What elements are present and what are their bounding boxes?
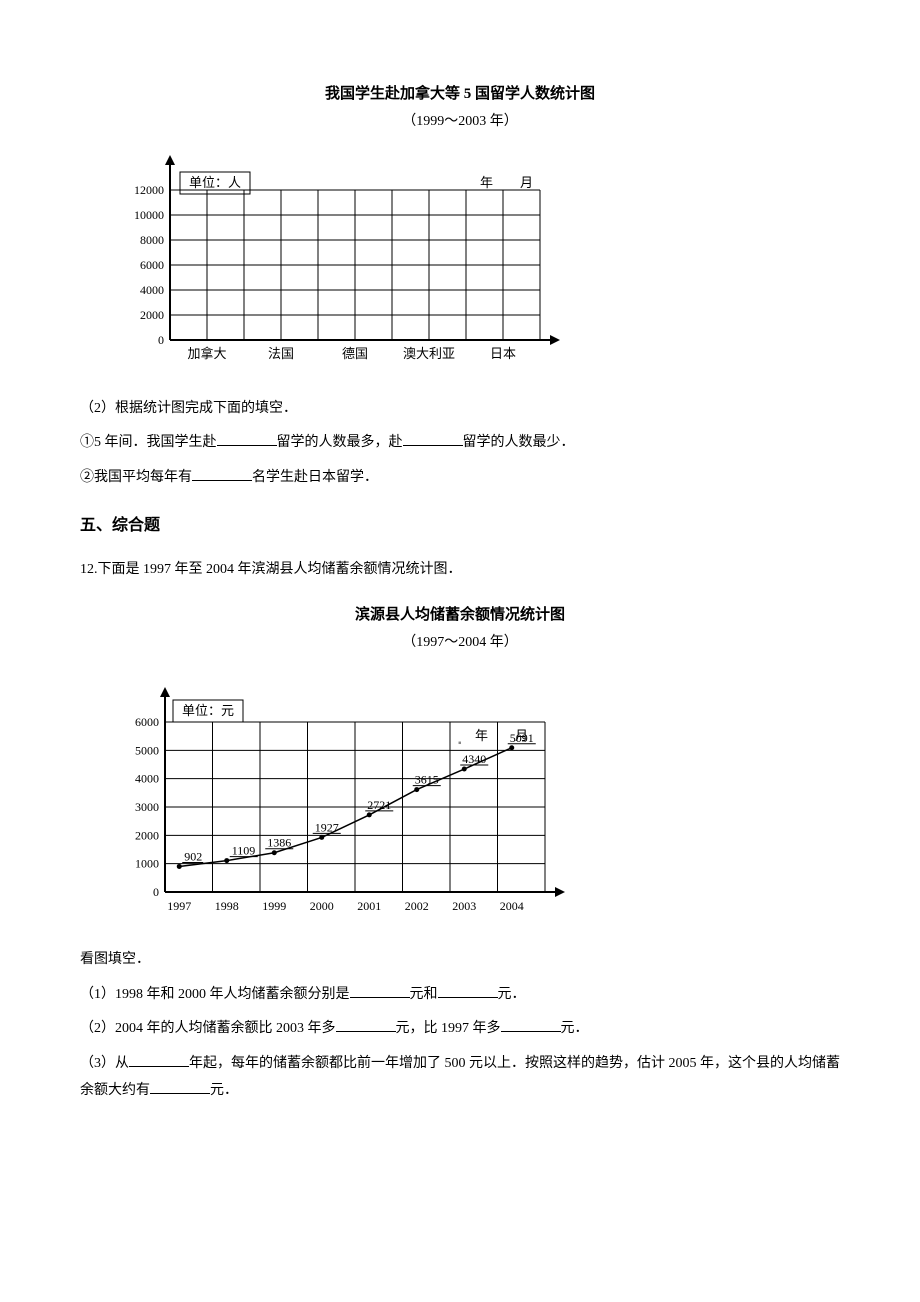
svg-text:1927: 1927: [315, 820, 339, 834]
svg-text:5000: 5000: [135, 743, 159, 757]
svg-text:8000: 8000: [140, 233, 164, 247]
svg-text:澳大利亚: 澳大利亚: [403, 346, 455, 361]
svg-text:1998: 1998: [215, 899, 239, 913]
svg-text:6000: 6000: [135, 715, 159, 729]
svg-text:2003: 2003: [452, 899, 476, 913]
svg-text:加拿大: 加拿大: [187, 346, 226, 361]
svg-text:年: 年: [475, 728, 488, 743]
q12-1-a: （1）1998 年和 2000 年人均储蓄余额分别是: [80, 987, 350, 1002]
q2-2-b: 名学生赴日本留学．: [252, 470, 378, 485]
svg-text:12000: 12000: [134, 183, 164, 197]
q12-2-c: 元．: [561, 1021, 589, 1036]
chart2-title: 滨源县人均储蓄余额情况统计图: [80, 601, 840, 630]
blank: [438, 984, 498, 998]
svg-text:1386: 1386: [267, 835, 291, 849]
svg-text:3615: 3615: [415, 772, 439, 786]
svg-text:2721: 2721: [367, 797, 391, 811]
svg-text:902: 902: [184, 849, 202, 863]
chart2-svg: 单位：元年月0100020003000400050006000199719981…: [110, 667, 570, 927]
chart2-subtitle: （1997～2004 年）: [80, 630, 840, 657]
svg-text:2000: 2000: [135, 828, 159, 842]
svg-text:年: 年: [480, 175, 493, 190]
svg-text:10000: 10000: [134, 208, 164, 222]
svg-text:2004: 2004: [500, 899, 524, 913]
section5-heading: 五、综合题: [80, 511, 840, 541]
q12-fill: 看图填空．: [80, 947, 840, 974]
chart1-container: 单位：人 年 月 0 2000 4000 6000 8000 10000 12000 加拿大 法国 德国…: [110, 145, 840, 386]
pause-icon: ▪: [458, 734, 462, 753]
svg-text:日本: 日本: [490, 346, 516, 361]
blank: [350, 984, 410, 998]
svg-text:2000: 2000: [140, 308, 164, 322]
q12-2-b: 元，比 1997 年多: [396, 1021, 501, 1036]
svg-text:6000: 6000: [140, 258, 164, 272]
chart1-subtitle: （1999～2003 年）: [80, 109, 840, 136]
svg-text:4000: 4000: [140, 283, 164, 297]
q12-3-a: （3）从: [80, 1056, 129, 1071]
svg-text:0: 0: [153, 885, 159, 899]
chart1-title: 我国学生赴加拿大等 5 国留学人数统计图: [80, 80, 840, 109]
chart1-svg: 单位：人 年 月 0 2000 4000 6000 8000 10000 12000 加拿大 法国 德国…: [110, 145, 570, 375]
q2-line1: ①5 年间．我国学生赴 留学的人数最多，赴 留学的人数最少．: [80, 430, 840, 457]
blank: [336, 1018, 396, 1032]
q2-1-a: ①5 年间．我国学生赴: [80, 435, 217, 450]
svg-text:1109: 1109: [232, 843, 256, 857]
blank: [150, 1080, 210, 1094]
q2-1-c: 留学的人数最少．: [463, 435, 575, 450]
svg-text:1000: 1000: [135, 856, 159, 870]
q12-2-a: （2）2004 年的人均储蓄余额比 2003 年多: [80, 1021, 336, 1036]
blank: [501, 1018, 561, 1032]
blank: [129, 1053, 189, 1067]
q12-line3: （3）从年起，每年的储蓄余额都比前一年增加了 500 元以上．按照这样的趋势，估…: [80, 1051, 840, 1104]
q2-line2: ②我国平均每年有 名学生赴日本留学．: [80, 465, 840, 492]
svg-text:3000: 3000: [135, 800, 159, 814]
svg-text:德国: 德国: [342, 346, 368, 361]
q2-intro: （2）根据统计图完成下面的填空．: [80, 396, 840, 423]
q12-line1: （1）1998 年和 2000 年人均储蓄余额分别是 元和 元．: [80, 982, 840, 1009]
q2-2-a: ②我国平均每年有: [80, 470, 192, 485]
svg-text:2002: 2002: [405, 899, 429, 913]
svg-text:4340: 4340: [462, 752, 486, 766]
blank: [403, 432, 463, 446]
q12-3-c: 元．: [210, 1083, 238, 1098]
svg-text:单位：人: 单位：人: [189, 175, 241, 190]
svg-text:月: 月: [520, 175, 533, 190]
q2-1-b: 留学的人数最多，赴: [277, 435, 403, 450]
svg-text:1999: 1999: [262, 899, 286, 913]
svg-text:法国: 法国: [268, 346, 294, 361]
svg-text:0: 0: [158, 333, 164, 347]
q12-intro: 12.下面是 1997 年至 2004 年滨湖县人均储蓄余额情况统计图．: [80, 557, 840, 584]
chart2-container: 单位：元年月0100020003000400050006000199719981…: [110, 667, 840, 938]
blank: [217, 432, 277, 446]
blank: [192, 467, 252, 481]
svg-text:5091: 5091: [510, 730, 534, 744]
q12-line2: （2）2004 年的人均储蓄余额比 2003 年多 元，比 1997 年多 元．: [80, 1016, 840, 1043]
svg-text:1997: 1997: [167, 899, 191, 913]
svg-text:2001: 2001: [357, 899, 381, 913]
svg-text:单位：元: 单位：元: [182, 703, 234, 718]
svg-text:2000: 2000: [310, 899, 334, 913]
q12-1-c: 元．: [498, 987, 526, 1002]
svg-text:4000: 4000: [135, 771, 159, 785]
q12-1-b: 元和: [410, 987, 438, 1002]
